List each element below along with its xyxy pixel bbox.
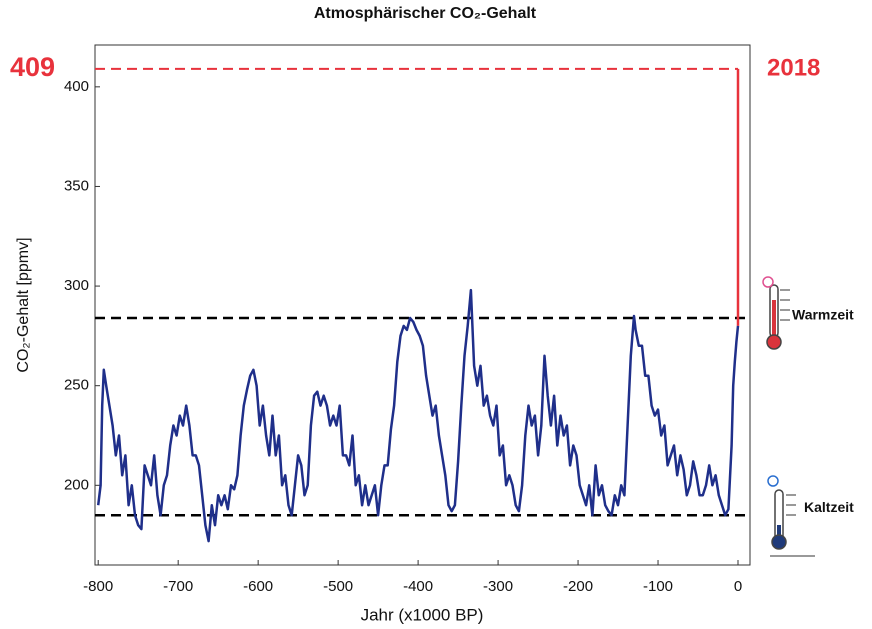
current-year-label: 2018	[767, 54, 820, 81]
x-tick-label: -600	[243, 578, 273, 595]
y-tick-label: 400	[64, 78, 89, 95]
x-tick-label: -800	[83, 578, 113, 595]
x-tick-label: -400	[403, 578, 433, 595]
y-tick-label: 200	[64, 476, 89, 493]
y-tick-label: 350	[64, 177, 89, 194]
thermometer-warm	[762, 276, 790, 350]
co2-line	[96, 288, 740, 543]
plot-frame	[94, 44, 751, 566]
reference-label: Kaltzeit	[804, 499, 854, 515]
y-axis-label: CO₂-Gehalt [ppmv]	[15, 237, 32, 372]
x-tick-label: -100	[643, 578, 673, 595]
x-tick-label: -200	[563, 578, 593, 595]
reference-label: Warmzeit	[792, 307, 854, 323]
y-tick-label: 250	[64, 377, 89, 394]
x-tick-label: -700	[163, 578, 193, 595]
x-tick-label: -300	[483, 578, 513, 595]
thermometer-cold	[767, 475, 815, 557]
x-tick-label: -500	[323, 578, 353, 595]
x-tick-label: 0	[734, 578, 742, 595]
x-axis-label: Jahr (x1000 BP)	[361, 605, 484, 624]
current-value-label: 409	[10, 52, 55, 82]
y-tick-label: 300	[64, 277, 89, 294]
chart-title: Atmosphärischer CO₂-Gehalt	[314, 5, 537, 22]
